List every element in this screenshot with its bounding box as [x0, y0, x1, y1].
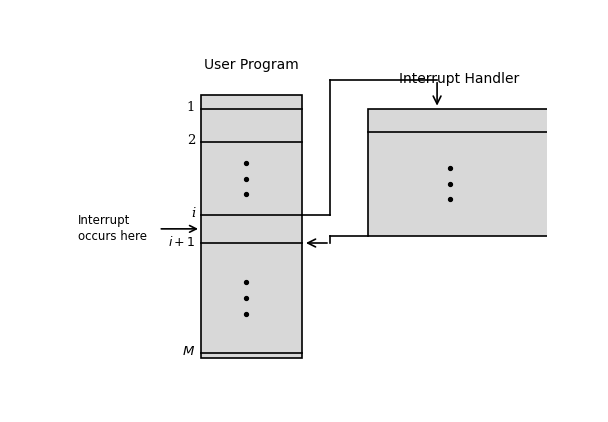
Text: Interrupt: Interrupt [78, 214, 131, 227]
Text: 1: 1 [187, 101, 195, 114]
Text: 2: 2 [187, 135, 195, 147]
Text: Interrupt Handler: Interrupt Handler [399, 73, 519, 87]
Bar [201, 95, 302, 358]
Bar [368, 109, 550, 236]
Text: $M$: $M$ [182, 345, 195, 358]
Text: $i+1$: $i+1$ [168, 235, 195, 249]
Text: User Program: User Program [204, 58, 299, 72]
Text: i: i [191, 207, 195, 220]
Text: occurs here: occurs here [78, 230, 147, 243]
